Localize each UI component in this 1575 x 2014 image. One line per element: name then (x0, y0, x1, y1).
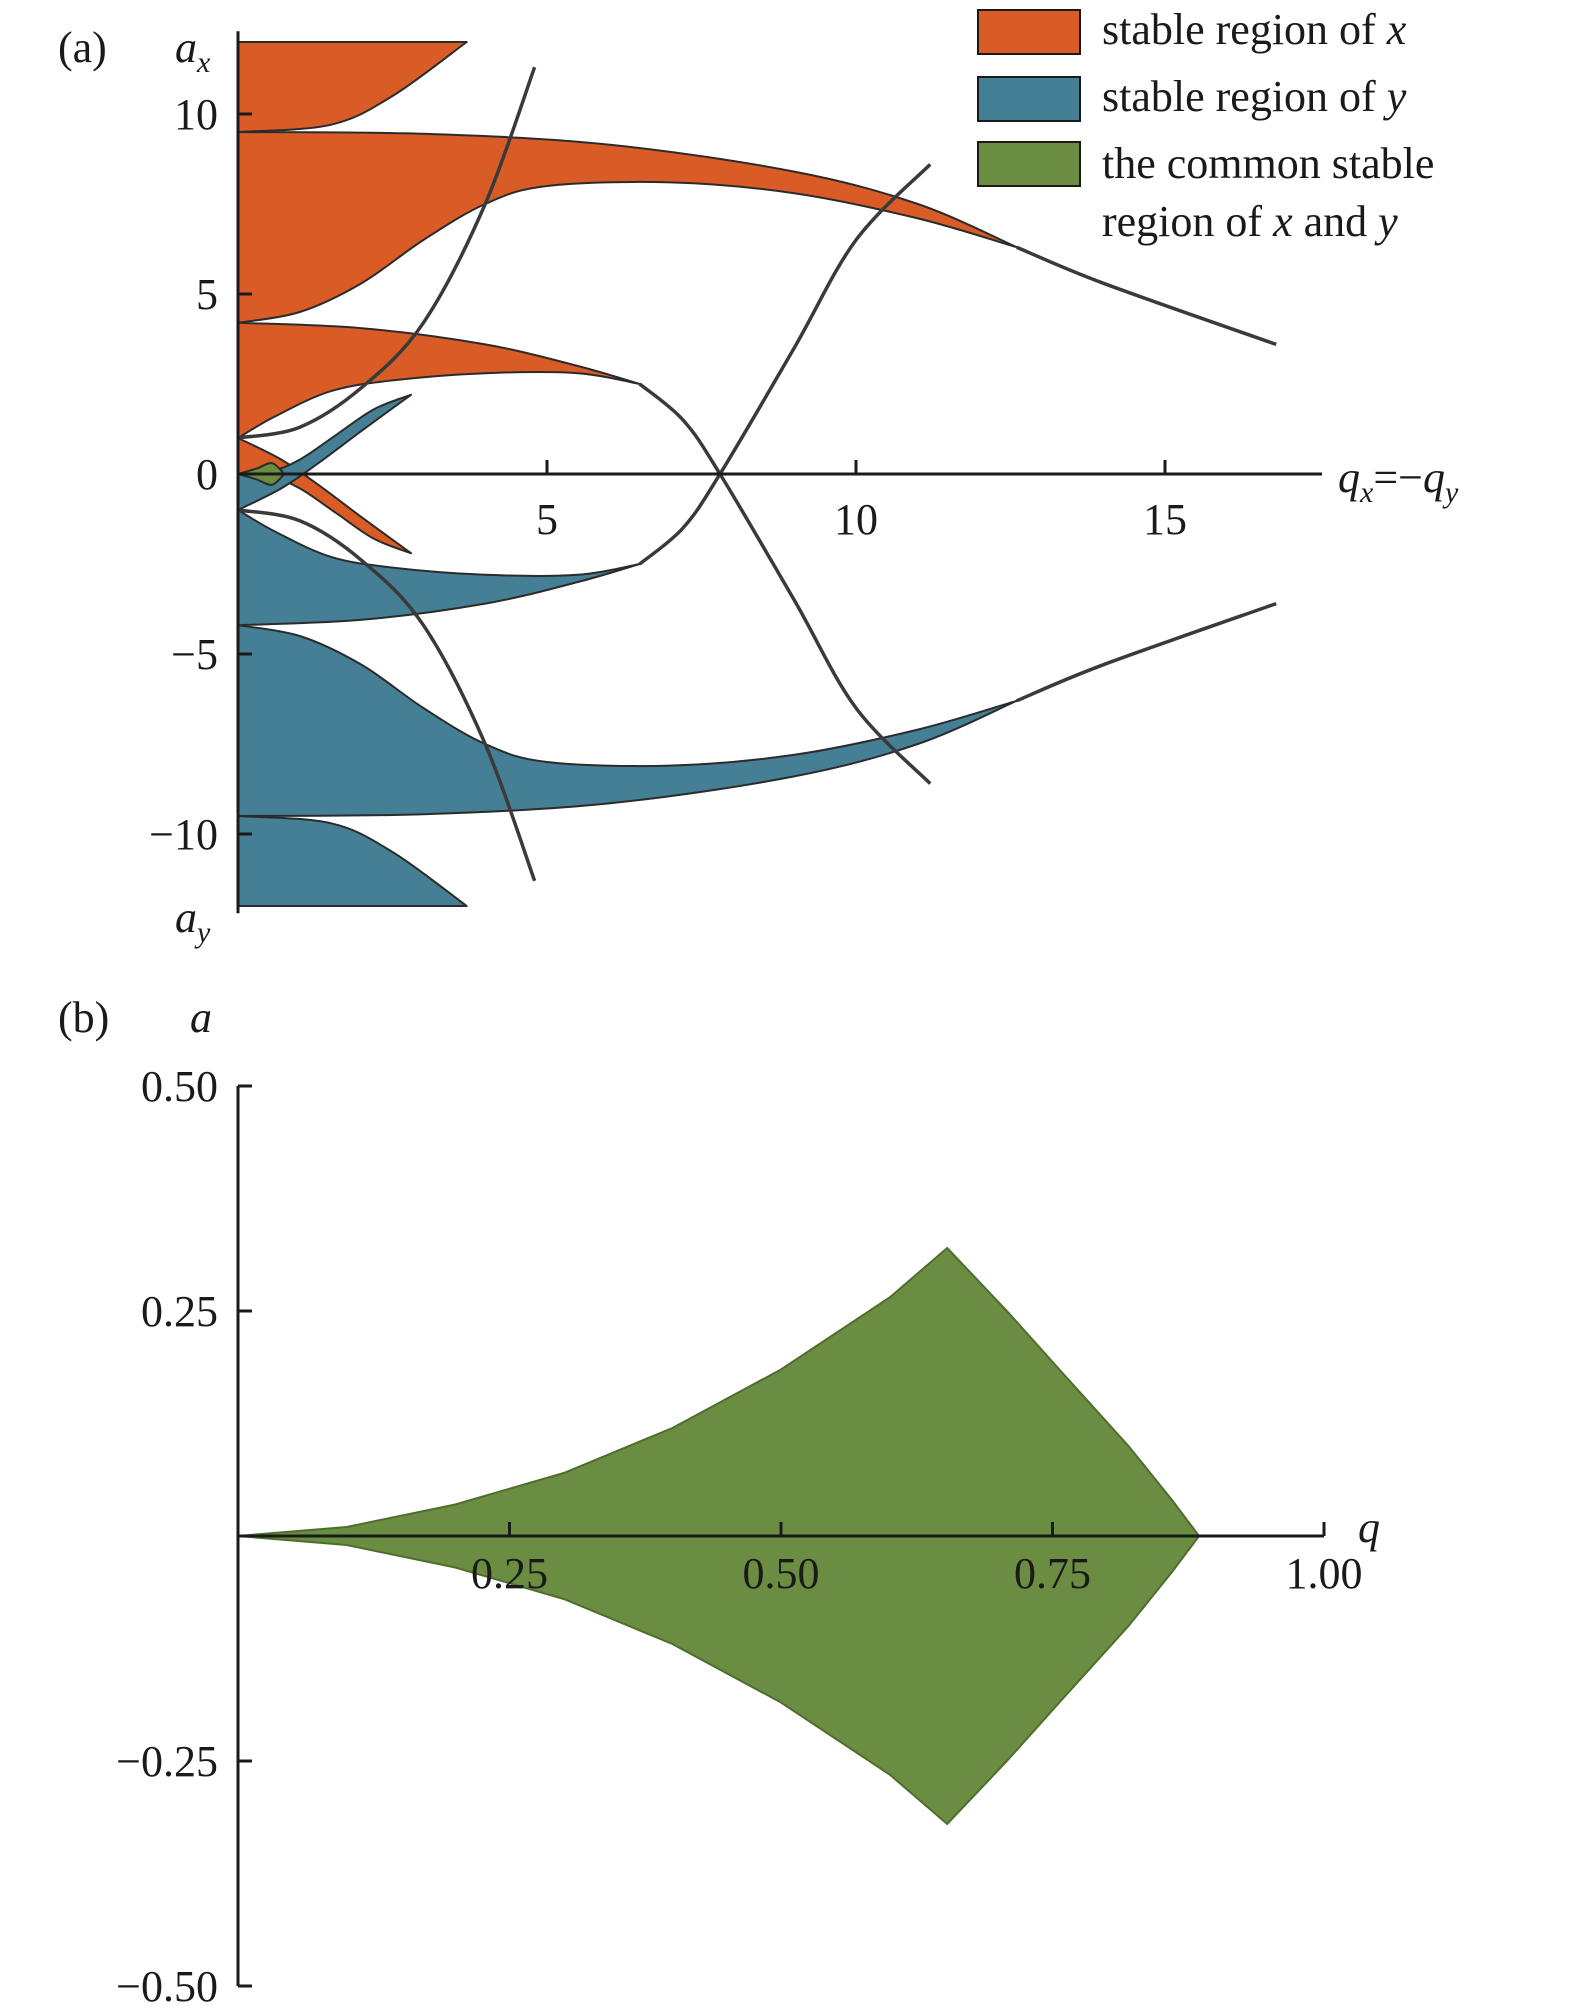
panel-b-y-tick-label: −0.25 (116, 1737, 218, 1786)
boundary-curve-2 (638, 163, 932, 566)
legend-label-y: stable region of y (1102, 72, 1407, 121)
panel-b: (b) a q 0.25 0.50 0.75 1.00 0.50 0.25 −0.25 −0… (58, 993, 1380, 2011)
panel-b-y-tick-label: 0.25 (141, 1287, 218, 1336)
panel-a: (a) 5 10 15 10 5 0 −5 −10 ax ay qx=−qy stable … (58, 5, 1459, 949)
panel-a-regions (237, 41, 1018, 907)
panel-b-x-label: q (1358, 1503, 1380, 1552)
panel-a-x-label: qx=−qy (1338, 453, 1459, 509)
panel-a-y-tick-label: −5 (171, 630, 218, 679)
panel-a-y-tick-label: 10 (174, 90, 218, 139)
boundary-curve-4 (1016, 245, 1277, 347)
panel-b-x-tick-label: 0.50 (743, 1549, 820, 1598)
panel-a-y-tick-label: 5 (196, 270, 218, 319)
panel-a-y-ticks: 10 5 0 −5 −10 (149, 90, 252, 859)
legend-swatch-y (977, 76, 1081, 122)
stable-region-5 (237, 624, 1018, 817)
panel-b-y-label: a (190, 993, 212, 1042)
legend-swatch-x (977, 9, 1081, 55)
panel-b-x-tick-label: 0.25 (471, 1549, 548, 1598)
legend-label-common-line1: the common stable (1102, 139, 1434, 188)
panel-b-label: (b) (58, 993, 109, 1042)
boundary-curve-3 (638, 382, 932, 785)
panel-a-x-ticks: 5 10 15 (536, 460, 1187, 544)
panel-a-label: (a) (58, 23, 107, 72)
stable-region-2 (237, 321, 641, 439)
panel-a-x-tick-label: 10 (834, 495, 878, 544)
panel-a-curves (237, 66, 1277, 882)
panel-b-x-tick-label: 1.00 (1286, 1549, 1363, 1598)
panel-a-y-tick-label: −10 (149, 810, 218, 859)
panel-b-x-tick-label: 0.75 (1014, 1549, 1091, 1598)
panel-b-x-ticks: 0.25 0.50 0.75 1.00 (471, 1522, 1363, 1598)
boundary-curve-0 (237, 66, 537, 440)
stable-region-4 (237, 815, 468, 907)
boundary-curve-5 (1016, 601, 1277, 703)
panel-b-y-tick-label: 0.50 (141, 1062, 218, 1111)
panel-a-y-tick-label: 0 (196, 450, 218, 499)
panel-a-y-label-bottom: ay (175, 893, 211, 949)
stable-region-7 (237, 393, 412, 511)
panel-b-y-ticks: 0.50 0.25 −0.25 −0.50 (116, 1062, 252, 2011)
stable-region-1 (237, 131, 1018, 324)
legend-swatch-common (977, 141, 1081, 187)
panel-a-x-tick-label: 5 (536, 495, 558, 544)
boundary-curve-1 (237, 508, 537, 882)
legend-label-x: stable region of x (1102, 5, 1407, 54)
panel-a-x-tick-label: 15 (1143, 495, 1187, 544)
panel-a-y-label-top: ax (175, 23, 211, 79)
legend-label-common-line2: region of x and y (1102, 197, 1398, 246)
panel-b-y-tick-label: −0.50 (116, 1962, 218, 2011)
stable-region-0 (237, 41, 468, 133)
panel-a-legend: stable region of x stable region of y th… (977, 5, 1434, 246)
stable-region-6 (237, 509, 641, 627)
